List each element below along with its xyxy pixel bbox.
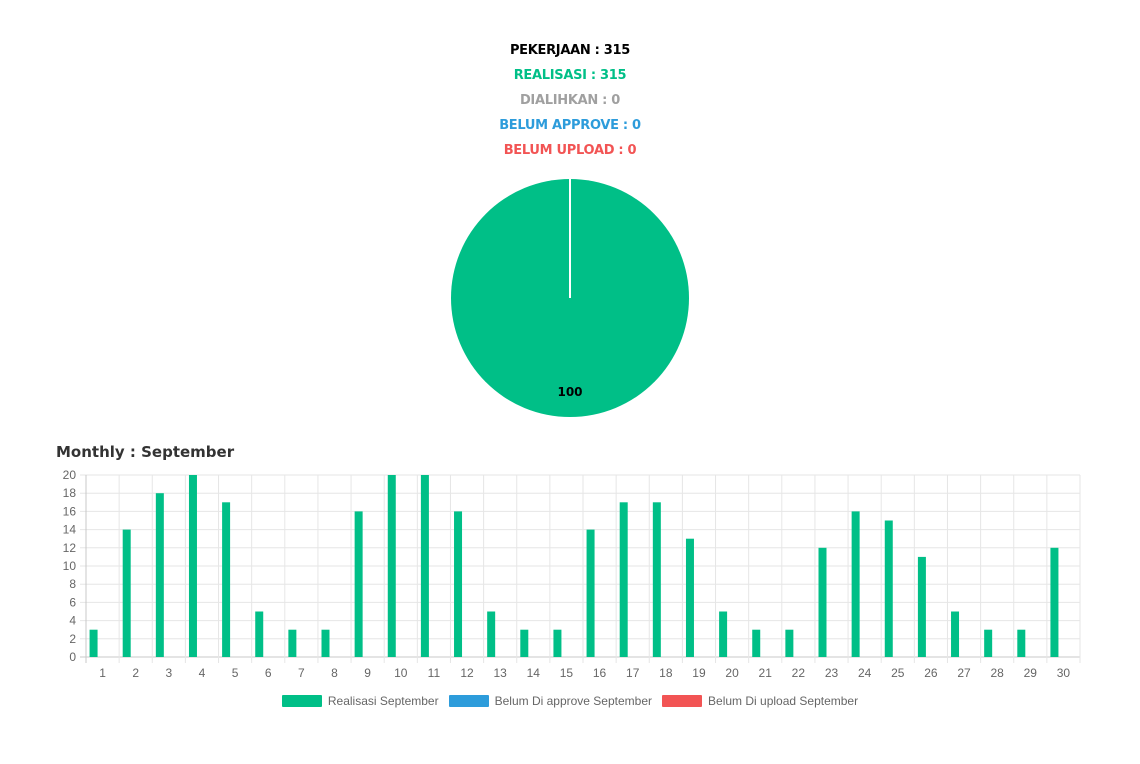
y-tick-label: 18 (63, 486, 77, 500)
bar[interactable] (951, 611, 960, 658)
x-tick-label: 25 (891, 666, 905, 680)
x-tick-label: 1 (99, 666, 106, 680)
bar[interactable] (785, 629, 794, 657)
x-tick-label: 29 (1024, 666, 1038, 680)
y-tick-label: 0 (69, 650, 76, 664)
dialihkan-count: DIALIHKAN : 0 (519, 93, 621, 108)
bar[interactable] (354, 511, 363, 657)
x-tick-label: 21 (759, 666, 773, 680)
bar[interactable] (122, 529, 131, 657)
pie-chart[interactable]: 100 (449, 177, 691, 419)
x-tick-label: 24 (858, 666, 872, 680)
legend-label: Belum Di approve September (494, 694, 653, 708)
x-tick-label: 23 (825, 666, 839, 680)
bar[interactable] (818, 547, 827, 657)
x-tick-label: 28 (990, 666, 1004, 680)
x-tick-label: 14 (527, 666, 541, 680)
x-tick-label: 20 (725, 666, 739, 680)
bar[interactable] (387, 475, 396, 657)
bar[interactable] (652, 502, 661, 657)
x-tick-label: 26 (924, 666, 938, 680)
x-tick-label: 30 (1057, 666, 1071, 680)
legend-swatch (662, 695, 703, 707)
bar[interactable] (984, 629, 993, 657)
y-tick-label: 6 (69, 595, 76, 609)
legend-label: Realisasi September (327, 694, 439, 708)
legend-swatch (448, 695, 489, 707)
legend-item[interactable]: Belum Di upload September (662, 694, 858, 708)
y-tick-label: 14 (63, 523, 77, 537)
bar[interactable] (884, 520, 893, 658)
x-tick-label: 18 (659, 666, 673, 680)
y-tick-label: 16 (63, 504, 77, 518)
bar[interactable] (719, 611, 728, 658)
x-tick-label: 19 (692, 666, 706, 680)
bar[interactable] (454, 511, 463, 657)
bar[interactable] (752, 629, 761, 657)
x-tick-label: 4 (199, 666, 206, 680)
x-tick-label: 10 (394, 666, 408, 680)
bar[interactable] (222, 502, 231, 657)
y-tick-label: 2 (69, 632, 76, 646)
belum-approve-count: BELUM APPROVE : 0 (499, 118, 641, 133)
y-tick-label: 8 (69, 577, 76, 591)
pie-data-label: 100 (557, 385, 582, 399)
x-tick-label: 2 (132, 666, 139, 680)
chart-legend: Realisasi September Belum Di approve Sept… (0, 694, 1140, 708)
x-tick-label: 6 (265, 666, 272, 680)
y-tick-label: 10 (63, 559, 77, 573)
bar[interactable] (520, 629, 529, 657)
x-tick-label: 22 (792, 666, 806, 680)
y-tick-label: 12 (63, 541, 77, 555)
x-tick-label: 5 (232, 666, 239, 680)
bar[interactable] (917, 556, 926, 657)
bar[interactable] (851, 511, 860, 657)
bar[interactable] (288, 629, 297, 657)
bar[interactable] (553, 629, 562, 657)
x-tick-label: 16 (593, 666, 607, 680)
x-tick-label: 9 (364, 666, 371, 680)
bar[interactable] (586, 529, 595, 657)
bar[interactable] (619, 502, 628, 657)
bar[interactable] (1017, 629, 1026, 657)
bar[interactable] (321, 629, 330, 657)
bar[interactable] (685, 538, 694, 657)
x-tick-label: 13 (493, 666, 507, 680)
pie-chart-svg: 100 (451, 179, 689, 417)
legend-label: Belum Di upload September (708, 694, 859, 708)
realisasi-count: REALISASI : 315 (513, 68, 627, 83)
x-tick-label: 11 (428, 666, 441, 680)
bar[interactable] (89, 629, 98, 657)
bar[interactable] (1050, 547, 1059, 657)
pekerjaan-count: PEKERJAAN : 315 (509, 43, 631, 58)
x-tick-label: 15 (560, 666, 574, 680)
legend-swatch (281, 695, 322, 707)
legend-item[interactable]: Belum Di approve September (448, 694, 653, 708)
summary-stats: PEKERJAAN : 315 REALISASI : 315 DIALIHKA… (0, 38, 1140, 163)
x-tick-label: 12 (460, 666, 474, 680)
y-tick-label: 4 (69, 614, 76, 628)
y-tick-label: 20 (63, 468, 77, 482)
bar[interactable] (155, 493, 164, 657)
bar[interactable] (188, 475, 197, 657)
legend-item[interactable]: Realisasi September (281, 694, 439, 708)
x-tick-label: 27 (957, 666, 971, 680)
bar[interactable] (255, 611, 264, 658)
belum-upload-count: BELUM UPLOAD : 0 (503, 143, 637, 158)
bar[interactable] (487, 611, 496, 658)
x-tick-label: 7 (298, 666, 305, 680)
bar[interactable] (420, 475, 429, 657)
x-tick-label: 3 (165, 666, 172, 680)
monthly-title: Monthly : September (56, 443, 235, 461)
x-tick-label: 17 (626, 666, 640, 680)
x-tick-label: 8 (331, 666, 338, 680)
